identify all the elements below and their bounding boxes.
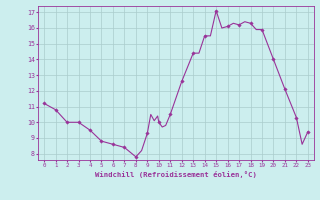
X-axis label: Windchill (Refroidissement éolien,°C): Windchill (Refroidissement éolien,°C) — [95, 171, 257, 178]
